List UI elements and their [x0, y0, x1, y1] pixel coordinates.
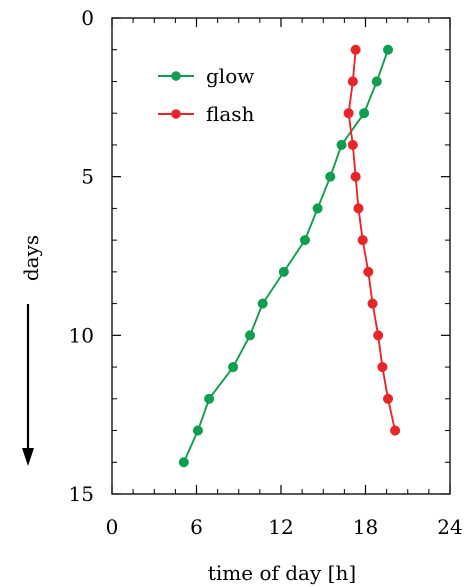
x-tick-label: 6 [190, 515, 203, 539]
series-point-glow [192, 425, 203, 436]
y-axis-label: days [19, 235, 43, 281]
series-point-glow [178, 457, 189, 468]
series-point-flash [382, 393, 394, 404]
series-point-glow [204, 393, 215, 404]
x-tick-label: 18 [353, 515, 378, 539]
y-tick-label: 10 [69, 323, 94, 347]
axis-layer: 0 6 12 18 24 0 5 10 15 [69, 6, 463, 539]
series-point-flash [350, 44, 361, 55]
legend: glow flash [158, 64, 255, 126]
series-point-glow [382, 44, 394, 55]
series-point-flash [377, 362, 388, 373]
legend-item-glow: glow [158, 64, 254, 88]
series-point-glow [244, 330, 256, 341]
series-point-glow [257, 298, 268, 309]
series-point-flash [357, 235, 368, 246]
series-point-glow [312, 203, 323, 214]
legend-marker-glow [171, 71, 181, 81]
series-point-glow [299, 235, 310, 246]
plot-layer [178, 44, 401, 468]
series-point-flash [350, 171, 361, 182]
y-tick-label: 0 [81, 6, 94, 30]
y-tick-label: 5 [81, 165, 94, 189]
series-point-flash [390, 425, 401, 436]
legend-item-flash: flash [158, 102, 255, 126]
series-point-flash [343, 108, 354, 119]
series-point-glow [359, 108, 370, 119]
legend-label-flash: flash [206, 102, 255, 126]
series-point-glow [336, 139, 347, 150]
series-point-flash [373, 330, 384, 341]
x-tick-label: 12 [268, 515, 293, 539]
series-point-glow [278, 266, 289, 277]
x-axis-label: time of day [h] [208, 561, 356, 585]
series-point-flash [347, 76, 358, 87]
x-tick-label: 24 [437, 515, 462, 539]
series-point-flash [353, 203, 364, 214]
down-arrow-icon [22, 304, 34, 466]
series-point-flash [347, 139, 358, 150]
legend-marker-flash [171, 109, 181, 119]
series-line-glow [182, 48, 389, 464]
series-point-glow [228, 362, 239, 373]
series-point-glow [371, 76, 382, 87]
y-tick-label: 15 [69, 482, 94, 506]
series-point-flash [363, 266, 374, 277]
x-tick-label: 0 [106, 515, 119, 539]
series-point-flash [367, 298, 378, 309]
legend-label-glow: glow [206, 64, 254, 88]
series-point-glow [325, 171, 336, 182]
